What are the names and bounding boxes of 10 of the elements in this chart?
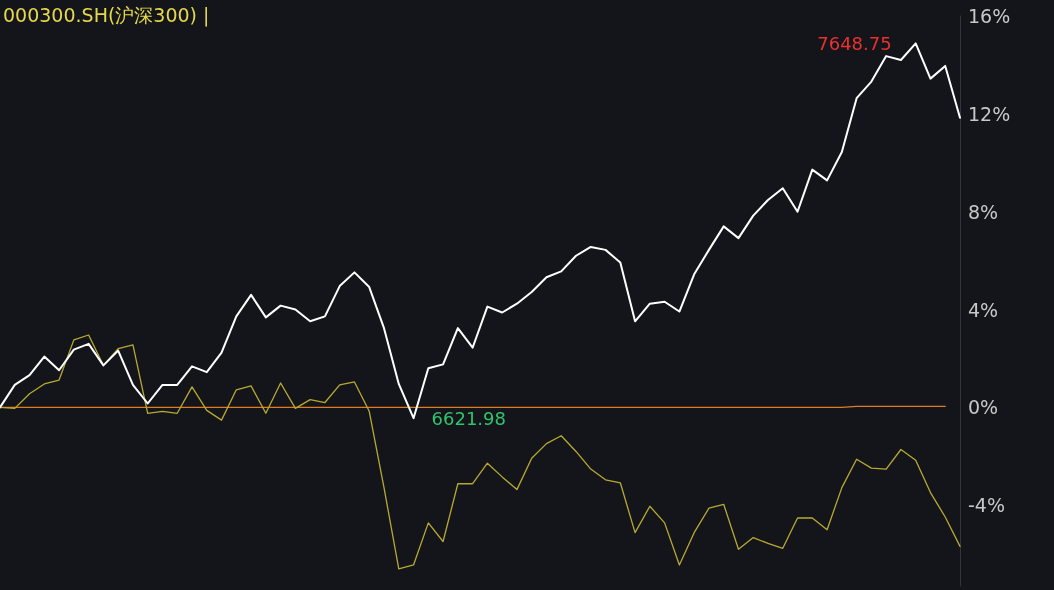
line-series (0, 334, 961, 570)
chart-title: 000300.SH(沪深300) | (3, 3, 210, 27)
y-tick-label: 16% (968, 5, 1011, 27)
annotation: 7648.75 (817, 32, 892, 54)
y-tick-label: 8% (968, 200, 999, 223)
annotation: 6621.98 (431, 407, 506, 429)
y-tick-label: 4% (968, 298, 999, 321)
y-tick-label: -4% (968, 494, 1005, 517)
y-tick-label: 12% (968, 102, 1011, 125)
y-tick-label: 0% (968, 396, 999, 419)
